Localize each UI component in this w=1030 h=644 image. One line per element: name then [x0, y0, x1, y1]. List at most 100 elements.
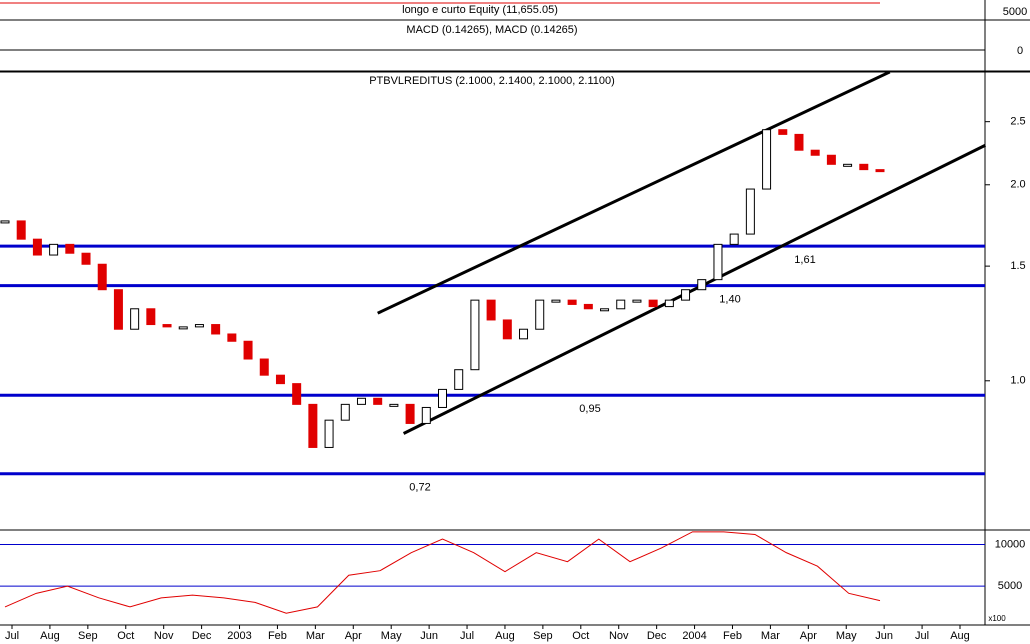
candle: [421, 406, 431, 424]
candle: [373, 397, 383, 405]
x-tick-label: Dec: [192, 630, 212, 642]
candle: [519, 328, 529, 340]
candle: [535, 299, 545, 330]
candle: [81, 252, 91, 265]
candle: [713, 243, 723, 281]
equity-tick: 5000: [1003, 6, 1027, 18]
candle: [130, 308, 140, 330]
macd-title: MACD (0.14265), MACD (0.14265): [406, 24, 577, 36]
candle: [648, 299, 658, 308]
candle: [340, 403, 350, 421]
x-tick-label: Mar: [306, 630, 325, 642]
x-tick-label: Nov: [609, 630, 629, 642]
candle: [762, 129, 772, 190]
trend-line: [402, 143, 986, 435]
candle: [567, 299, 577, 305]
x-tick-label: Aug: [495, 630, 515, 642]
candle: [65, 243, 75, 254]
x-tick-label: 2004: [682, 630, 706, 642]
candle: [275, 374, 285, 385]
x-tick-label: Oct: [117, 630, 134, 642]
y-tick-label: 1.5: [1010, 260, 1025, 272]
level-label: 1,40: [719, 294, 740, 306]
candle: [356, 397, 366, 405]
unit-label: x100: [988, 614, 1006, 623]
candle: [778, 129, 788, 135]
x-tick-label: Nov: [154, 630, 174, 642]
candle: [32, 238, 42, 256]
y-tick-label: 2.0: [1010, 179, 1025, 191]
candle: [583, 303, 593, 310]
candle: [697, 279, 707, 291]
candle: [486, 299, 496, 321]
x-tick-label: Jul: [460, 630, 474, 642]
candle: [616, 299, 626, 310]
candle: [664, 299, 674, 308]
candle: [49, 243, 59, 256]
candle: [389, 403, 399, 407]
candle: [243, 340, 253, 360]
x-tick-label: Aug: [40, 630, 60, 642]
x-tick-label: Sep: [533, 630, 553, 642]
candle: [600, 308, 610, 312]
level-label: 0,95: [579, 403, 600, 415]
candle: [859, 163, 869, 171]
chart-title: PTBVLREDITUS (2.1000, 2.1400, 2.1000, 2.…: [369, 75, 615, 87]
candle: [162, 324, 172, 328]
candle: [681, 289, 691, 301]
x-tick-label: Dec: [647, 630, 667, 642]
candle: [470, 299, 480, 371]
candle: [745, 188, 755, 235]
x-tick-label: Apr: [800, 630, 817, 642]
x-tick-label: May: [381, 630, 402, 642]
x-tick-label: Sep: [78, 630, 98, 642]
candle: [292, 383, 302, 405]
equity-title: longo e curto Equity (11,655.05): [402, 4, 558, 16]
x-tick-label: Oct: [572, 630, 589, 642]
candle: [843, 163, 853, 167]
candle: [178, 326, 188, 330]
y-tick-label: 1.0: [1010, 375, 1025, 387]
x-tick-label: Feb: [268, 630, 287, 642]
candle: [194, 324, 204, 328]
y-tick-label: 2.5: [1010, 116, 1025, 128]
x-tick-label: Jun: [420, 630, 438, 642]
x-tick-label: Jul: [5, 630, 19, 642]
candle: [502, 319, 512, 340]
candle: [810, 149, 820, 156]
x-tick-label: Aug: [950, 630, 970, 642]
x-tick-label: Mar: [761, 630, 780, 642]
x-tick-label: Jul: [915, 630, 929, 642]
candle: [146, 308, 156, 326]
x-tick-label: 2003: [227, 630, 251, 642]
candle: [438, 388, 447, 408]
x-tick-label: Apr: [345, 630, 362, 642]
osc-tick-label: 10000: [995, 538, 1026, 550]
candle: [729, 233, 739, 245]
osc-tick-label: 5000: [998, 580, 1022, 592]
candle: [16, 220, 26, 240]
candle: [113, 289, 123, 330]
candle: [227, 333, 237, 342]
level-label: 1,61: [794, 254, 815, 266]
candle: [259, 358, 269, 376]
candle: [551, 299, 561, 303]
candle: [324, 419, 334, 448]
x-tick-label: Feb: [723, 630, 742, 642]
candle: [794, 133, 804, 151]
candle: [405, 403, 415, 424]
x-tick-label: Jun: [875, 630, 893, 642]
candle: [454, 369, 464, 390]
level-label: 0,72: [409, 482, 430, 494]
macd-tick: 0: [1017, 45, 1023, 57]
candle: [826, 154, 836, 165]
trend-line: [377, 70, 891, 315]
oscillator-line: [4, 531, 881, 614]
candle: [97, 263, 107, 291]
candle: [308, 403, 318, 448]
candle: [0, 220, 10, 224]
candle: [632, 299, 642, 303]
candle: [875, 169, 885, 173]
